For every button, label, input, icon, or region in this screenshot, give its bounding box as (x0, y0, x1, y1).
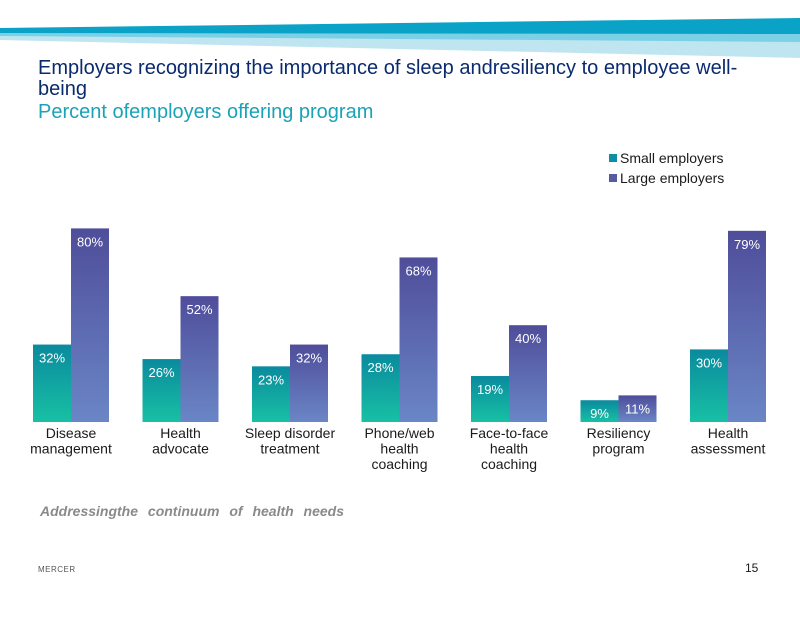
header-banner (0, 18, 800, 58)
legend: Small employers Large employers (609, 148, 724, 188)
data-label-large-6: 79% (734, 237, 760, 252)
bar-small-2 (252, 366, 290, 422)
data-label-small-0: 32% (39, 351, 65, 366)
data-label-small-6: 30% (696, 355, 722, 370)
footer-tagline: Addressingthe continuum of health needs (40, 503, 345, 519)
bar-large-4 (509, 325, 547, 422)
bar-large-3 (399, 257, 438, 422)
x-tick-label-4-2: coaching (481, 456, 537, 472)
bar-small-1 (142, 359, 181, 422)
brand-logo-text: MERCER (38, 565, 76, 574)
data-label-large-1: 52% (186, 302, 212, 317)
x-tick-label-5-1: program (592, 441, 644, 457)
data-label-large-0: 80% (77, 234, 103, 249)
x-tick-label-3-1: health (380, 441, 418, 457)
data-label-small-5: 9% (590, 406, 609, 421)
data-label-large-4: 40% (515, 331, 541, 346)
x-tick-label-4-0: Face-to-face (470, 425, 549, 441)
bar-large-1 (180, 296, 219, 422)
bar-small-3 (361, 354, 400, 422)
chart-title: Employers recognizing the importance of … (38, 57, 738, 100)
data-label-small-3: 28% (367, 360, 393, 375)
bar-small-5 (580, 400, 619, 422)
x-tick-label-3-0: Phone/web (364, 425, 434, 441)
data-label-large-2: 32% (296, 351, 322, 366)
bar-large-2 (290, 344, 328, 422)
data-label-large-3: 68% (405, 263, 431, 278)
legend-label-small: Small employers (620, 150, 724, 166)
data-label-small-2: 23% (258, 372, 284, 387)
bar-large-5 (618, 395, 657, 422)
bar-large-0 (71, 228, 109, 422)
data-label-large-5: 11% (625, 401, 650, 416)
x-tick-label-0-0: Disease (46, 425, 97, 441)
data-label-small-4: 19% (477, 382, 503, 397)
bar-small-0 (33, 344, 71, 422)
x-tick-label-2-0: Sleep disorder (245, 425, 336, 441)
x-tick-label-0-1: management (30, 441, 112, 457)
x-tick-label-6-0: Health (708, 425, 748, 441)
x-tick-label-3-2: coaching (371, 456, 427, 472)
chart-subtitle: Percent ofemployers offering program (38, 101, 374, 123)
x-tick-label-6-1: assessment (691, 441, 766, 457)
page-number: 15 (745, 561, 759, 575)
bar-large-6 (728, 230, 766, 422)
bar-small-4 (471, 376, 509, 422)
legend-item-large: Large employers (609, 168, 724, 188)
x-tick-label-2-1: treatment (260, 441, 319, 457)
x-tick-label-1-1: advocate (152, 441, 209, 457)
x-tick-label-1-0: Health (160, 425, 200, 441)
bar-chart: 32% 80% 26% 52% 23% 32% 28% 68% 19% 40% 9% 11% 30% 79… (30, 228, 766, 472)
legend-swatch-small (609, 154, 617, 162)
legend-swatch-large (609, 174, 617, 182)
legend-item-small: Small employers (609, 148, 724, 168)
bar-small-6 (690, 349, 728, 422)
x-tick-label-4-1: health (490, 441, 528, 457)
legend-label-large: Large employers (620, 170, 725, 186)
data-label-small-1: 26% (148, 365, 174, 380)
x-tick-label-5-0: Resiliency (587, 425, 651, 441)
